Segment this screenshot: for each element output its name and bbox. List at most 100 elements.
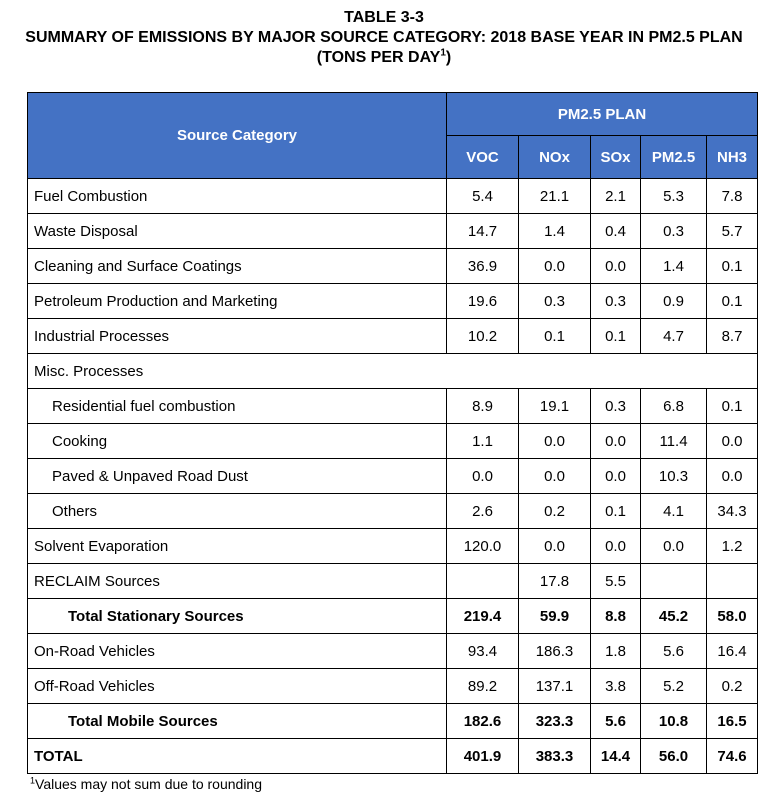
row-label: On-Road Vehicles bbox=[27, 633, 447, 669]
row-value: 0.0 bbox=[518, 528, 591, 564]
table-row: Residential fuel combustion 8.9 19.1 0.3 6.8… bbox=[27, 388, 759, 424]
table-row: Fuel Combustion 5.4 21.1 2.1 5.3 7.8 bbox=[27, 178, 759, 214]
row-value: 19.6 bbox=[446, 283, 519, 319]
header-col-sox: SOx bbox=[590, 135, 641, 179]
footnote-marker: 1 bbox=[30, 775, 36, 786]
row-value: 17.8 bbox=[518, 563, 591, 599]
row-value: 137.1 bbox=[518, 668, 591, 704]
row-label: TOTAL bbox=[27, 738, 447, 774]
row-value: 0.3 bbox=[518, 283, 591, 319]
row-value: 0.1 bbox=[590, 493, 641, 529]
units-footnote-marker: 1 bbox=[440, 47, 446, 59]
row-value: 59.9 bbox=[518, 598, 591, 634]
row-value: 8.7 bbox=[705, 318, 759, 354]
row-value: 93.4 bbox=[446, 633, 519, 669]
row-label: Industrial Processes bbox=[27, 318, 447, 354]
row-value bbox=[446, 563, 519, 599]
row-value: 2.1 bbox=[590, 178, 641, 214]
row-value: 0.0 bbox=[446, 458, 519, 494]
row-value: 1.8 bbox=[590, 633, 641, 669]
row-value: 1.1 bbox=[446, 423, 519, 459]
table-row: Total Stationary Sources 219.4 59.9 8.8 45.2… bbox=[27, 598, 759, 634]
row-value: 8.8 bbox=[590, 598, 641, 634]
row-value: 0.0 bbox=[590, 528, 641, 564]
row-value: 401.9 bbox=[446, 738, 519, 774]
row-value: 120.0 bbox=[446, 528, 519, 564]
row-value: 19.1 bbox=[518, 388, 591, 424]
row-value: 5.7 bbox=[705, 213, 759, 249]
table-row: Misc. Processes bbox=[26, 353, 759, 389]
units-suffix: ) bbox=[445, 49, 452, 66]
row-label: Others bbox=[27, 493, 447, 529]
row-value bbox=[705, 563, 759, 599]
header-col-pm25: PM2.5 bbox=[640, 135, 707, 179]
row-label: Waste Disposal bbox=[27, 213, 447, 249]
row-value: 0.9 bbox=[640, 283, 707, 319]
header-source-category: Source Category bbox=[27, 92, 447, 179]
row-label: Fuel Combustion bbox=[27, 178, 447, 214]
table-units: (TONS PER DAY1) bbox=[0, 47, 768, 69]
row-value: 0.1 bbox=[705, 248, 759, 284]
table-row: Paved & Unpaved Road Dust 0.0 0.0 0.0 10.3 0.… bbox=[27, 458, 759, 494]
footnote-text: Values may not sum due to rounding bbox=[35, 776, 263, 792]
row-value: 58.0 bbox=[705, 598, 759, 634]
row-value: 182.6 bbox=[446, 703, 519, 739]
row-value: 11.4 bbox=[640, 423, 707, 459]
row-label: Residential fuel combustion bbox=[27, 388, 447, 424]
row-value bbox=[640, 563, 707, 599]
row-value: 10.8 bbox=[640, 703, 707, 739]
row-value: 5.2 bbox=[640, 668, 707, 704]
row-value: 0.3 bbox=[590, 388, 641, 424]
row-value: 0.0 bbox=[590, 458, 641, 494]
row-value: 6.8 bbox=[640, 388, 707, 424]
row-label: Cooking bbox=[27, 423, 447, 459]
row-label: Total Mobile Sources bbox=[27, 703, 447, 739]
table-row: Cooking 1.1 0.0 0.0 11.4 0.0 bbox=[27, 423, 759, 459]
row-value: 0.0 bbox=[705, 423, 759, 459]
row-value: 0.0 bbox=[518, 423, 591, 459]
row-label: RECLAIM Sources bbox=[27, 563, 447, 599]
row-value: 74.6 bbox=[705, 738, 759, 774]
row-value: 5.6 bbox=[640, 633, 707, 669]
row-value: 0.1 bbox=[705, 388, 759, 424]
table-row: Off-Road Vehicles 89.2 137.1 3.8 5.2 0.2 bbox=[27, 668, 759, 704]
row-label: Total Stationary Sources bbox=[27, 598, 447, 634]
row-label: Cleaning and Surface Coatings bbox=[27, 248, 447, 284]
row-value: 5.5 bbox=[590, 563, 641, 599]
row-value: 89.2 bbox=[446, 668, 519, 704]
table-number: TABLE 3-3 bbox=[344, 9, 424, 26]
header-col-nox: NOx bbox=[518, 135, 591, 179]
row-value: 3.8 bbox=[590, 668, 641, 704]
table-row: On-Road Vehicles 93.4 186.3 1.8 5.6 16.4 bbox=[27, 633, 759, 669]
row-value: 16.5 bbox=[705, 703, 759, 739]
row-value: 0.0 bbox=[518, 458, 591, 494]
row-value: 383.3 bbox=[518, 738, 591, 774]
header-col-voc: VOC bbox=[446, 135, 519, 179]
table-row: Cleaning and Surface Coatings 36.9 0.0 0.0 1… bbox=[27, 248, 759, 284]
row-value: 1.4 bbox=[640, 248, 707, 284]
table-row: Waste Disposal 14.7 1.4 0.4 0.3 5.7 bbox=[27, 213, 759, 249]
header-col-nh3: NH3 bbox=[705, 135, 759, 179]
row-value: 186.3 bbox=[518, 633, 591, 669]
emissions-table: Source Category PM2.5 PLAN VOC NOx SOx P… bbox=[26, 92, 759, 774]
row-value: 0.1 bbox=[590, 318, 641, 354]
row-value: 0.0 bbox=[590, 423, 641, 459]
row-label: Misc. Processes bbox=[26, 353, 759, 389]
row-value: 0.3 bbox=[590, 283, 641, 319]
row-value: 0.0 bbox=[590, 248, 641, 284]
row-value: 10.3 bbox=[640, 458, 707, 494]
table-row: Industrial Processes 10.2 0.1 0.1 4.7 8.7 bbox=[27, 318, 759, 354]
table-title: SUMMARY OF EMISSIONS BY MAJOR SOURCE CAT… bbox=[25, 29, 743, 46]
table-row: Total Mobile Sources 182.6 323.3 5.6 10.8 16.… bbox=[27, 703, 759, 739]
row-value: 4.7 bbox=[640, 318, 707, 354]
table-row: RECLAIM Sources 17.8 5.5 bbox=[27, 563, 759, 599]
footnote: 1Values may not sum due to rounding bbox=[30, 776, 262, 792]
row-label: Off-Road Vehicles bbox=[27, 668, 447, 704]
row-label: Petroleum Production and Marketing bbox=[27, 283, 447, 319]
row-value: 0.0 bbox=[518, 248, 591, 284]
table-body: Fuel Combustion 5.4 21.1 2.1 5.3 7.8 Waste Dis… bbox=[26, 178, 759, 774]
row-value: 0.1 bbox=[705, 283, 759, 319]
row-value: 0.2 bbox=[705, 668, 759, 704]
row-value: 219.4 bbox=[446, 598, 519, 634]
table-row: Solvent Evaporation 120.0 0.0 0.0 0.0 1.2 bbox=[27, 528, 759, 564]
